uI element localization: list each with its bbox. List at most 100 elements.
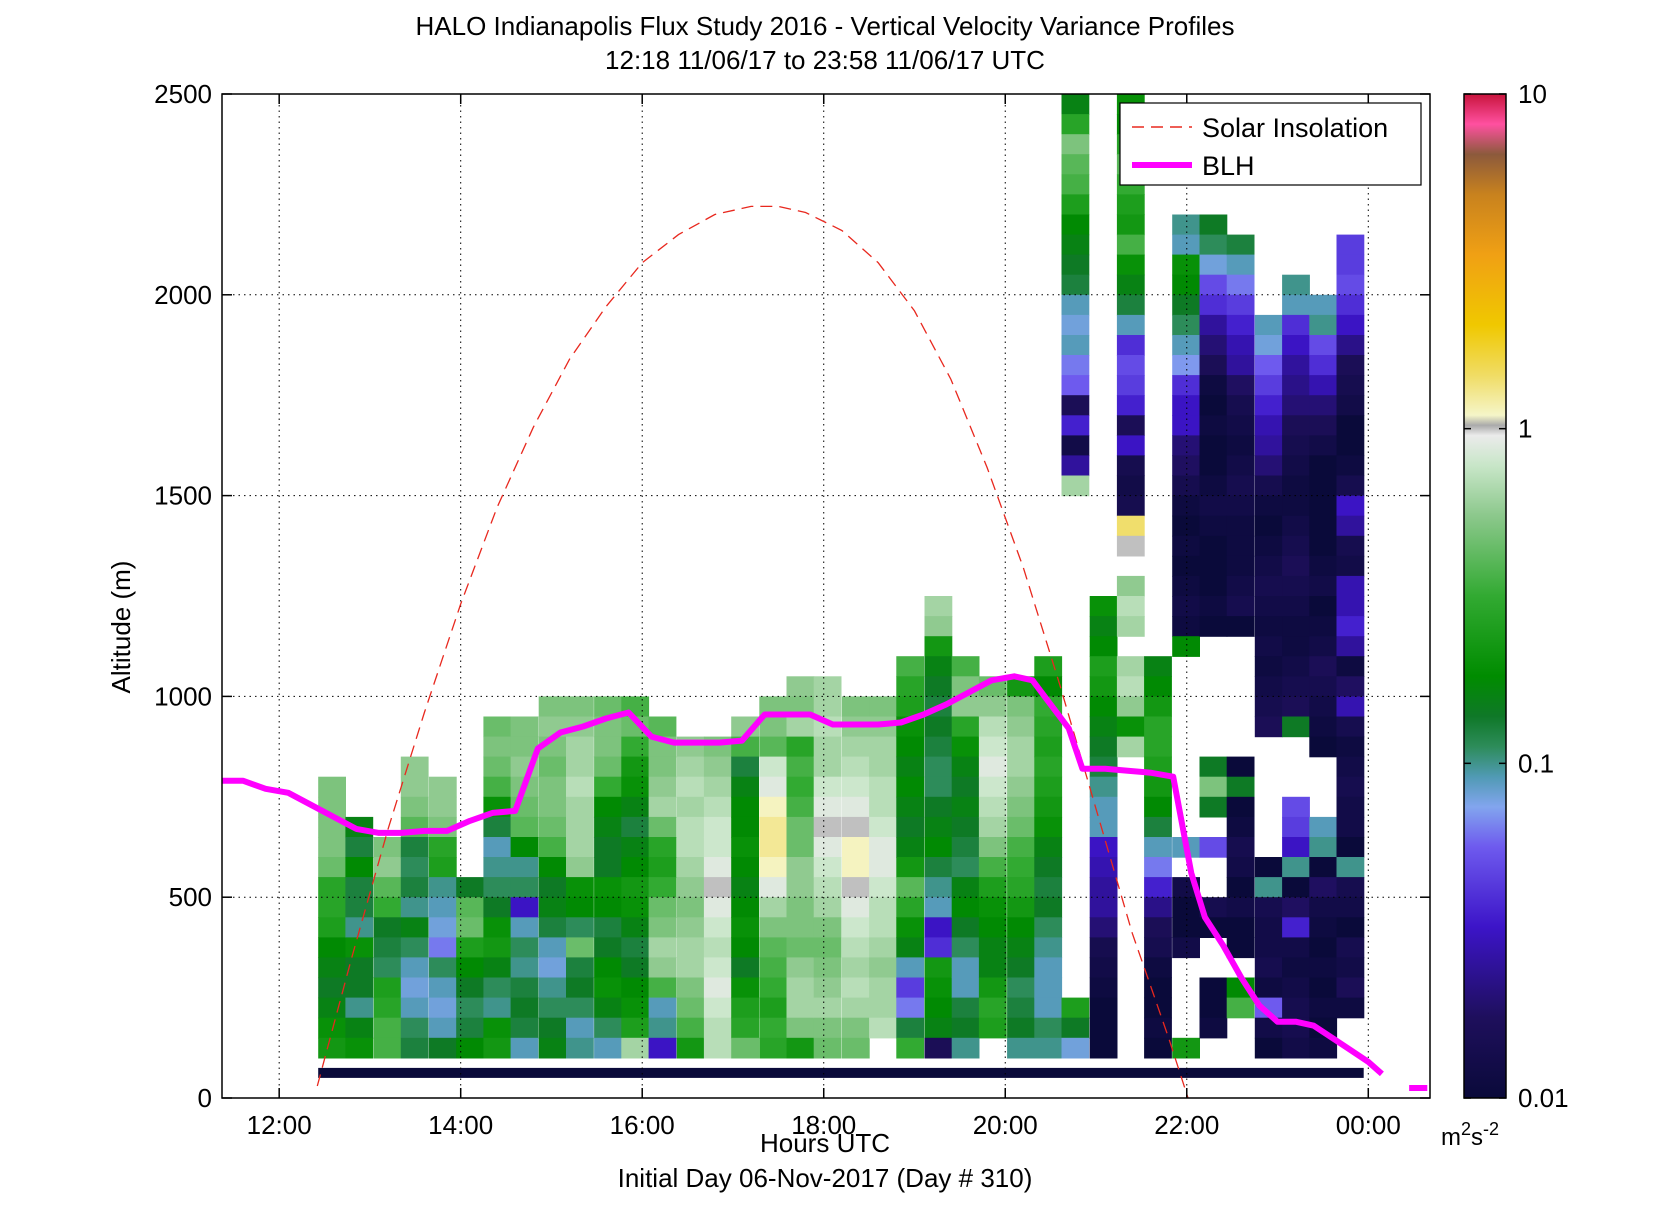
heatmap-cell — [1116, 355, 1145, 376]
heatmap-cell — [621, 1037, 650, 1059]
heatmap-cell — [1282, 495, 1310, 517]
heatmap-cell — [510, 716, 539, 738]
heatmap-cell — [759, 917, 788, 938]
heatmap-cell — [1199, 596, 1228, 617]
heatmap-cell — [483, 877, 512, 898]
heatmap-cell — [1254, 575, 1283, 597]
heatmap-cell — [1309, 294, 1338, 316]
heatmap-cell — [1007, 696, 1035, 718]
heatmap-cell — [1336, 676, 1365, 697]
heatmap-cell — [510, 857, 539, 878]
heatmap-cell — [786, 1017, 815, 1039]
heatmap-cell — [621, 857, 650, 878]
heatmap-cell — [1309, 877, 1338, 898]
heatmap-cell — [1089, 937, 1118, 959]
heatmap-cell — [1199, 997, 1228, 1019]
heatmap-cell — [1254, 917, 1283, 938]
heatmap-cell — [1144, 937, 1172, 959]
heatmap-cell — [373, 997, 402, 1019]
heatmap-cell — [648, 796, 677, 818]
blh-line — [222, 673, 1384, 1077]
heatmap-cell — [621, 997, 650, 1019]
heatmap-cell — [896, 997, 925, 1019]
heatmap-cell — [951, 796, 980, 818]
heatmap-cell — [1144, 776, 1172, 798]
heatmap-cell — [373, 897, 402, 918]
heatmap-cell — [1007, 816, 1035, 838]
heatmap-cell — [1336, 535, 1365, 557]
heatmap-cell — [1199, 455, 1228, 477]
heatmap-cell — [869, 776, 897, 798]
heatmap-cell — [1116, 495, 1145, 517]
heatmap-cell — [924, 636, 953, 657]
heatmap-cell — [1199, 796, 1228, 818]
y-tick-label: 2500 — [154, 79, 212, 109]
heatmap-cell — [978, 837, 1007, 858]
heatmap-cell — [648, 1017, 677, 1039]
heatmap-cell — [318, 897, 346, 918]
heatmap-cell — [896, 877, 925, 898]
heatmap-cell — [1336, 716, 1365, 738]
heatmap-cell — [1254, 555, 1283, 577]
heatmap-cell — [318, 917, 346, 938]
heatmap-cell — [1089, 796, 1118, 818]
x-tick-label: 00:00 — [1336, 1110, 1401, 1140]
heatmap-cell — [924, 716, 953, 738]
heatmap-cell — [841, 756, 870, 778]
heatmap-cell — [841, 957, 870, 979]
x-tick-label: 22:00 — [1154, 1110, 1219, 1140]
heatmap-cell — [759, 997, 788, 1019]
heatmap-cell — [1282, 515, 1310, 537]
heatmap-cell — [1089, 696, 1118, 718]
heatmap-cell — [813, 736, 842, 758]
heatmap-cell — [676, 897, 705, 918]
heatmap-cell — [731, 957, 759, 979]
heatmap-cell — [621, 837, 650, 858]
heatmap-cell — [566, 897, 594, 918]
heatmap-cell — [1007, 796, 1035, 818]
heatmap-cell — [538, 957, 567, 979]
heatmap-cell — [1282, 957, 1310, 979]
heatmap-cell — [1144, 736, 1172, 758]
heatmap-cell — [648, 977, 677, 999]
heatmap-cell — [1061, 395, 1090, 416]
heatmap-cell — [924, 857, 953, 878]
heatmap-cell — [1309, 736, 1338, 758]
heatmap-cell — [978, 716, 1007, 738]
heatmap-cell — [1007, 1017, 1035, 1039]
heatmap-cell — [1144, 1037, 1172, 1059]
heatmap-cell — [1309, 917, 1338, 938]
heatmap-cell — [510, 957, 539, 979]
heatmap-cell — [924, 616, 953, 637]
heatmap-cell — [731, 917, 759, 938]
heatmap-cell — [1172, 234, 1200, 256]
heatmap-cell — [566, 917, 594, 938]
heatmap-cell — [786, 1037, 815, 1059]
heatmap-cell — [1254, 616, 1283, 637]
heatmap-cell — [1226, 355, 1255, 376]
heatmap-cell — [1282, 837, 1310, 858]
heatmap-cell — [924, 816, 953, 838]
x-tick-label: 18:00 — [791, 1110, 856, 1140]
heatmap-cell — [400, 857, 429, 878]
heatmap-cell — [318, 997, 346, 1019]
heatmap-cell — [1172, 596, 1200, 617]
heatmap-cell — [1336, 274, 1365, 296]
heatmap-cell — [1282, 857, 1310, 878]
heatmap-cell — [538, 1037, 567, 1059]
heatmap-cell — [869, 837, 897, 858]
heatmap-cell — [1254, 355, 1283, 376]
heatmap-cell — [621, 756, 650, 778]
heatmap-cell — [1309, 957, 1338, 979]
heatmap-cell — [951, 1037, 980, 1059]
heatmap-cell — [869, 937, 897, 959]
heatmap-cell — [1309, 395, 1338, 416]
heatmap-cell — [483, 716, 512, 738]
heatmap-cell — [1144, 977, 1172, 999]
heatmap-cell — [1061, 1037, 1090, 1059]
heatmap-cell — [1116, 676, 1145, 697]
heatmap-cell — [1034, 656, 1063, 677]
heatmap-cell — [1254, 656, 1283, 677]
heatmap-cell — [896, 837, 925, 858]
heatmap-cell — [1116, 515, 1145, 537]
